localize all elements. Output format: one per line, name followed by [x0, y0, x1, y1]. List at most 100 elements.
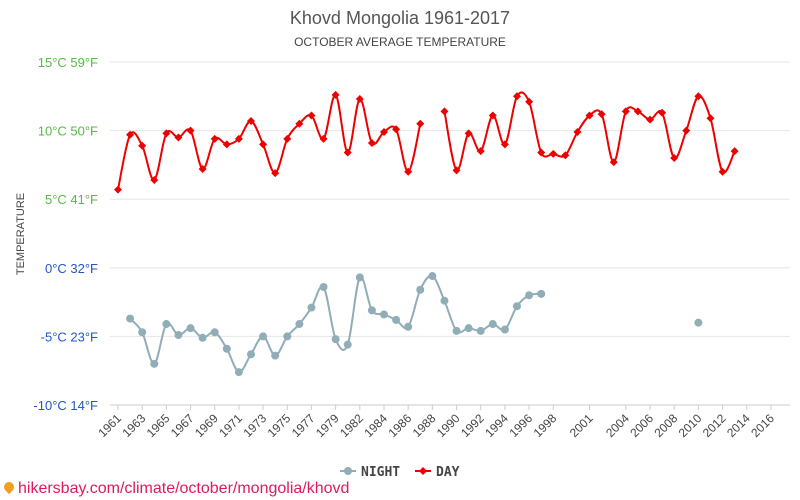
data-point[interactable]	[126, 130, 135, 139]
data-point[interactable]	[138, 328, 147, 337]
data-point[interactable]	[476, 147, 485, 156]
data-point[interactable]	[234, 368, 243, 377]
data-point[interactable]	[670, 154, 679, 163]
x-tick-label: 1979	[313, 411, 342, 440]
data-point[interactable]	[186, 126, 195, 135]
data-point[interactable]	[646, 115, 654, 124]
data-point[interactable]	[730, 147, 739, 156]
data-point[interactable]	[525, 291, 534, 300]
series-night	[126, 272, 703, 377]
data-point[interactable]	[706, 114, 715, 123]
data-point[interactable]	[500, 140, 509, 149]
data-point[interactable]	[513, 302, 521, 311]
data-point[interactable]	[126, 314, 135, 323]
data-point[interactable]	[549, 149, 558, 158]
data-point[interactable]	[331, 335, 340, 344]
legend-item-night[interactable]: NIGHT	[340, 465, 400, 480]
legend-marker	[344, 467, 352, 475]
data-point[interactable]	[198, 333, 207, 342]
data-point[interactable]	[234, 134, 243, 143]
data-point[interactable]	[367, 306, 376, 315]
data-point[interactable]	[162, 129, 171, 138]
data-point[interactable]	[150, 359, 159, 368]
data-point[interactable]	[114, 185, 122, 194]
data-point[interactable]	[392, 125, 401, 134]
data-point[interactable]	[210, 328, 219, 337]
data-point[interactable]	[283, 332, 292, 341]
x-tick-label: 1963	[120, 411, 149, 440]
data-point[interactable]	[210, 134, 219, 143]
data-point[interactable]	[392, 315, 401, 324]
legend: NIGHT DAY	[340, 465, 460, 480]
data-point[interactable]	[295, 119, 304, 128]
data-point[interactable]	[259, 140, 268, 149]
data-point[interactable]	[198, 165, 207, 174]
data-point[interactable]	[138, 141, 147, 150]
legend-label: DAY	[436, 465, 460, 480]
data-point[interactable]	[174, 133, 183, 142]
data-point[interactable]	[307, 111, 316, 120]
data-point[interactable]	[150, 175, 159, 184]
data-point[interactable]	[633, 107, 642, 116]
data-point[interactable]	[440, 296, 449, 305]
x-tick-label: 1977	[289, 411, 318, 440]
legend-label: NIGHT	[361, 465, 400, 480]
data-point[interactable]	[525, 97, 534, 106]
data-point[interactable]	[718, 167, 727, 176]
data-point[interactable]	[464, 129, 473, 138]
data-point[interactable]	[162, 320, 171, 329]
legend-item-day[interactable]: DAY	[415, 465, 460, 480]
data-point[interactable]	[331, 90, 340, 99]
data-point[interactable]	[307, 303, 316, 312]
data-point[interactable]	[355, 273, 364, 282]
data-point[interactable]	[464, 324, 473, 333]
data-point[interactable]	[174, 331, 183, 340]
data-point[interactable]	[283, 134, 292, 143]
data-point[interactable]	[355, 95, 364, 104]
data-point[interactable]	[609, 158, 618, 167]
data-point[interactable]	[319, 134, 328, 143]
data-point[interactable]	[222, 344, 231, 353]
data-point[interactable]	[404, 322, 413, 331]
data-point[interactable]	[247, 116, 255, 125]
data-point[interactable]	[500, 325, 509, 334]
data-point[interactable]	[585, 111, 594, 120]
data-point[interactable]	[428, 272, 437, 281]
data-point[interactable]	[186, 324, 195, 333]
data-point[interactable]	[380, 310, 388, 319]
data-point[interactable]	[694, 318, 703, 327]
data-point[interactable]	[416, 119, 425, 128]
data-point[interactable]	[537, 148, 546, 157]
data-point[interactable]	[597, 110, 606, 119]
data-point[interactable]	[561, 151, 570, 160]
source-link[interactable]: hikersbay.com/climate/october/mongolia/k…	[1, 479, 349, 498]
data-point[interactable]	[343, 340, 352, 349]
data-point[interactable]	[343, 148, 352, 157]
x-tick-label: 1984	[361, 411, 390, 440]
data-point[interactable]	[694, 92, 703, 101]
x-tick-label: 2008	[652, 411, 681, 440]
data-point[interactable]	[367, 138, 376, 147]
data-point[interactable]	[222, 140, 231, 149]
data-point[interactable]	[621, 107, 630, 116]
data-point[interactable]	[658, 108, 667, 117]
data-point[interactable]	[295, 320, 304, 329]
data-point[interactable]	[513, 92, 521, 101]
data-point[interactable]	[573, 127, 582, 136]
data-point[interactable]	[319, 283, 328, 292]
data-point[interactable]	[380, 127, 388, 136]
data-point[interactable]	[452, 166, 461, 175]
data-point[interactable]	[476, 326, 485, 335]
data-point[interactable]	[259, 332, 268, 341]
data-point[interactable]	[271, 169, 280, 178]
data-point[interactable]	[537, 289, 546, 298]
data-point[interactable]	[440, 107, 449, 116]
data-point[interactable]	[247, 350, 255, 359]
data-point[interactable]	[271, 351, 280, 360]
data-point[interactable]	[404, 167, 413, 176]
data-point[interactable]	[488, 111, 497, 120]
data-point[interactable]	[488, 320, 497, 329]
data-point[interactable]	[682, 126, 691, 135]
data-point[interactable]	[416, 285, 425, 294]
data-point[interactable]	[452, 326, 461, 335]
